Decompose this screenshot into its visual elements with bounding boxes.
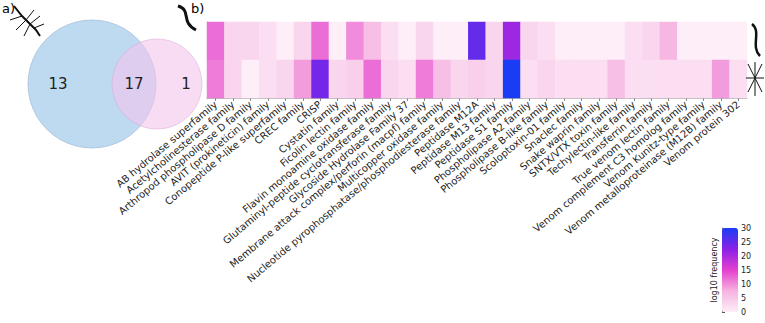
svg-text:Techylectin-like family: Techylectin-like family — [545, 98, 638, 179]
svg-text:Membrane attack complex/perfor: Membrane attack complex/perforin (macpf)… — [228, 99, 429, 270]
svg-text:Peptidase M13 family: Peptidase M13 family — [408, 98, 498, 177]
svg-text:13: 13 — [48, 75, 67, 93]
svg-text:Conopeptide P-like superfamily: Conopeptide P-like superfamily — [162, 98, 289, 208]
svg-text:17: 17 — [124, 75, 143, 93]
svg-text:Flavin monoamine oxidase famil: Flavin monoamine oxidase family — [240, 98, 376, 216]
svg-text:Venom protein 302: Venom protein 302 — [662, 99, 742, 169]
svg-text:Snake waprin family: Snake waprin family — [517, 98, 603, 173]
svg-text:Peptidase M12A: Peptidase M12A — [412, 98, 481, 159]
svg-text:Phospholipase B-like family: Phospholipase B-like family — [438, 98, 551, 196]
svg-text:SNTX/VTX toxin family: SNTX/VTX toxin family — [527, 98, 620, 180]
svg-text:Peptidase S1 family: Peptidase S1 family — [432, 98, 516, 171]
svg-text:AVIT (prokineticin) family: AVIT (prokineticin) family — [168, 98, 272, 189]
svg-text:Venom complement C3 homolog fa: Venom complement C3 homolog family — [531, 98, 690, 235]
svg-text:Phospholipase A2 family: Phospholipase A2 family — [432, 98, 533, 186]
svg-text:CREC family: CREC family — [252, 98, 307, 147]
svg-text:1: 1 — [181, 75, 191, 93]
svg-text:Scoloptoxin-01 family: Scoloptoxin-01 family — [477, 98, 568, 177]
svg-text:Multicopper oxidase family: Multicopper oxidase family — [335, 98, 446, 194]
svg-text:20: 20 — [741, 252, 751, 261]
svg-text:0: 0 — [741, 308, 746, 317]
svg-text:a): a) — [2, 1, 15, 16]
svg-text:True venom lectin family: True venom lectin family — [570, 98, 673, 187]
svg-text:CRISP: CRISP — [294, 98, 324, 126]
svg-text:Glycoside Hydrolase Family 37: Glycoside Hydrolase Family 37 — [286, 98, 411, 206]
svg-text:30: 30 — [741, 224, 751, 233]
svg-text:25: 25 — [741, 238, 751, 247]
svg-text:b): b) — [191, 1, 204, 16]
svg-text:Nucleotide pyrophosphatase/pho: Nucleotide pyrophosphatase/phosphodieste… — [245, 99, 463, 285]
svg-text:Cystatin family: Cystatin family — [276, 98, 342, 156]
svg-text:log10 frequency: log10 frequency — [710, 237, 719, 302]
svg-text:10: 10 — [741, 280, 751, 289]
svg-text:Venom metalloproteinase (M12B): Venom metalloproteinase (M12B) family — [563, 99, 724, 237]
svg-text:Ficolin lectin family: Ficolin lectin family — [278, 98, 359, 169]
svg-text:Snaclec family: Snaclec family — [522, 98, 586, 154]
svg-text:Arthropod phospholipase D fami: Arthropod phospholipase D family — [116, 98, 255, 217]
svg-text:Venom Kunitz-type family: Venom Kunitz-type family — [601, 98, 707, 190]
svg-text:15: 15 — [741, 266, 751, 275]
svg-text:Glutaminyl-peptide cyclotransf: Glutaminyl-peptide cyclotransferase fami… — [220, 98, 394, 247]
svg-text:Transferrin family: Transferrin family — [580, 98, 655, 164]
svg-text:5: 5 — [741, 294, 746, 303]
